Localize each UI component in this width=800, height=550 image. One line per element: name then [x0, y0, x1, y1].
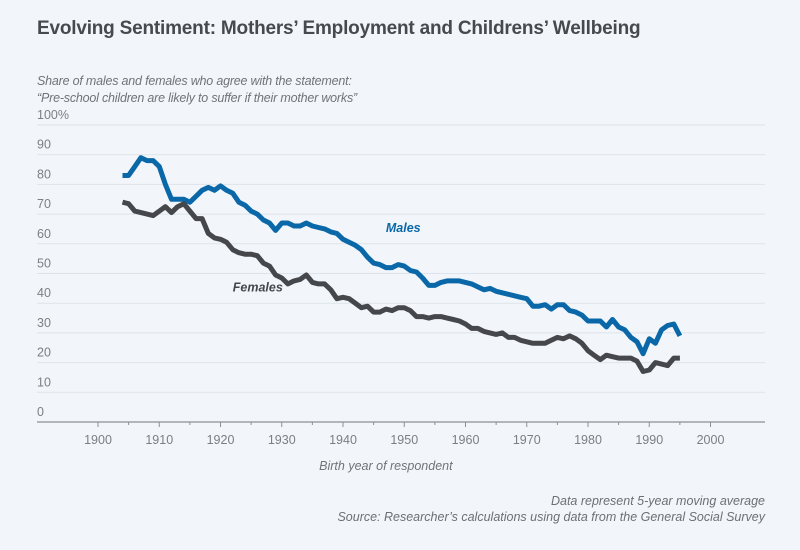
x-tick-label: 1960	[452, 433, 480, 447]
subtitle-line-1: Share of males and females who agree wit…	[37, 74, 352, 88]
y-tick-label: 50	[37, 257, 51, 271]
series-lines	[121, 155, 683, 374]
chart-title: Evolving Sentiment: Mothers’ Employment …	[37, 18, 641, 39]
x-tick-label: 1940	[329, 433, 357, 447]
x-axis: 1900 1910 1920 1930 1940 1950 1960 1970 1980 1990…	[37, 421, 765, 447]
x-tick-label: 1980	[574, 433, 602, 447]
x-tick-label: 2000	[697, 433, 725, 447]
x-tick-label: 1900	[84, 433, 112, 447]
y-tick-label: 40	[37, 286, 51, 300]
series-labels: Males Females	[233, 221, 421, 294]
series-line-males	[122, 155, 683, 357]
y-tick-label: 20	[37, 346, 51, 360]
y-tick-label: 100%	[37, 108, 69, 122]
series-label-females: Females	[233, 280, 283, 294]
y-axis-tick-labels: 0 10 20 30 40 50 60 70 80 90 100%	[37, 108, 69, 419]
chart-subtitle: Share of males and females who agree wit…	[37, 73, 357, 107]
subtitle-line-2: “Pre-school children are likely to suffe…	[37, 91, 357, 105]
y-tick-label: 90	[37, 138, 51, 152]
x-tick-label: 1910	[145, 433, 173, 447]
y-tick-label: 60	[37, 227, 51, 241]
x-tick-label: 1920	[207, 433, 235, 447]
y-tick-label: 80	[37, 167, 51, 181]
footnote-moving-average: Data represent 5-year moving average	[550, 494, 765, 508]
x-tick-label: 1990	[635, 433, 663, 447]
series-label-males: Males	[386, 221, 421, 235]
y-tick-label: 10	[37, 375, 51, 389]
x-axis-label: Birth year of respondent	[319, 459, 453, 473]
series-line-females	[121, 199, 680, 374]
gridlines	[37, 124, 765, 393]
x-tick-label: 1930	[268, 433, 296, 447]
footnote-source: Source: Researcher’s calculations using …	[337, 510, 765, 524]
y-tick-label: 30	[37, 316, 51, 330]
x-tick-label: 1950	[390, 433, 418, 447]
x-tick-label: 1970	[513, 433, 541, 447]
y-tick-label: 0	[37, 405, 44, 419]
y-tick-label: 70	[37, 197, 51, 211]
